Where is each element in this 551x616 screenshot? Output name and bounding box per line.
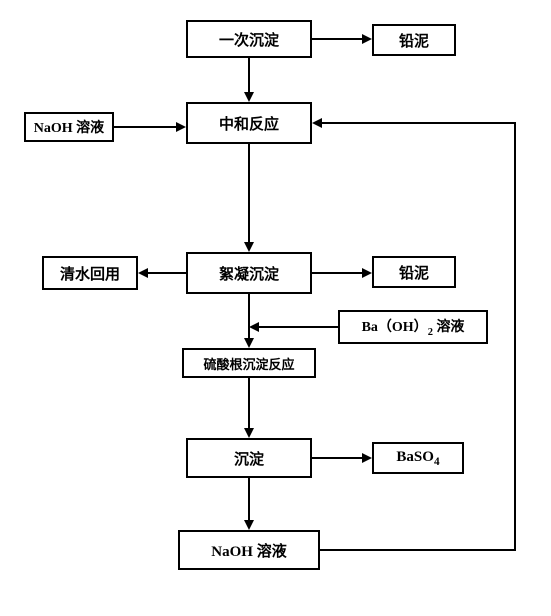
label: 硫酸根沉淀反应 (203, 354, 294, 373)
node-naoh-out: NaOH 溶液 (178, 530, 320, 570)
edge-recycle (322, 122, 516, 124)
arrowhead (244, 242, 254, 252)
label: 一次沉淀 (219, 29, 279, 50)
label: 清水回用 (60, 263, 120, 284)
edge (312, 457, 362, 459)
label: 沉淀 (234, 448, 264, 469)
arrowhead (362, 453, 372, 463)
node-precip: 沉淀 (186, 438, 312, 478)
node-water-reuse: 清水回用 (42, 256, 138, 290)
edge-recycle (320, 549, 516, 551)
label: 铅泥 (399, 262, 429, 283)
label: 中和反应 (219, 113, 279, 134)
arrowhead (244, 428, 254, 438)
arrowhead (244, 338, 254, 348)
arrowhead (244, 92, 254, 102)
edge (248, 58, 250, 94)
node-baoh2: Ba（OH）2 溶液 (338, 310, 488, 344)
node-sulfate-react: 硫酸根沉淀反应 (182, 348, 316, 378)
node-neutralize: 中和反应 (186, 102, 312, 144)
edge (114, 126, 176, 128)
label: NaOH 溶液 (211, 540, 286, 561)
arrowhead (176, 122, 186, 132)
edge (248, 294, 250, 340)
arrowhead (362, 34, 372, 44)
node-floc-precip: 絮凝沉淀 (186, 252, 312, 294)
edge (312, 272, 362, 274)
arrowhead (362, 268, 372, 278)
edge-recycle (514, 122, 516, 551)
edge (259, 326, 338, 328)
arrowhead (244, 520, 254, 530)
node-baso4: BaSO4 (372, 442, 464, 474)
node-lead-mud-2: 铅泥 (372, 256, 456, 288)
edge (248, 378, 250, 430)
edge (312, 38, 362, 40)
edge (248, 144, 250, 244)
label: 絮凝沉淀 (219, 263, 279, 284)
node-lead-mud-1: 铅泥 (372, 24, 456, 56)
arrowhead (249, 322, 259, 332)
label: NaOH 溶液 (34, 117, 104, 137)
label: BaSO4 (396, 449, 439, 468)
node-primary-precip: 一次沉淀 (186, 20, 312, 58)
arrowhead (138, 268, 148, 278)
edge (248, 478, 250, 522)
label: Ba（OH）2 溶液 (362, 316, 465, 338)
edge (148, 272, 186, 274)
node-naoh-in: NaOH 溶液 (24, 112, 114, 142)
arrowhead (312, 118, 322, 128)
label: 铅泥 (399, 30, 429, 51)
